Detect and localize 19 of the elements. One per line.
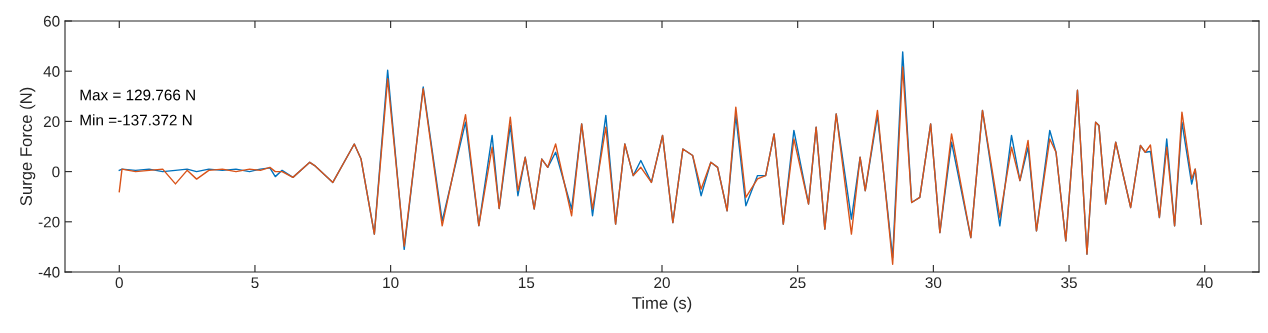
annotation: Max = 129.766 N: [80, 89, 195, 101]
y-tick-label: -40: [38, 266, 60, 278]
x-tick-label: 15: [518, 277, 535, 289]
x-tick-label: 25: [789, 277, 806, 289]
x-tick-label: 5: [251, 277, 259, 289]
x-tick-label: 30: [925, 277, 942, 289]
y-tick-label: 60: [43, 15, 60, 27]
annotation: Min =-137.372 N: [80, 114, 192, 126]
y-axis-title: Surge Force (N): [19, 87, 36, 206]
x-tick-label: 20: [654, 277, 670, 289]
y-tick-label: 0: [52, 166, 60, 178]
x-tick-label: 35: [1061, 277, 1077, 289]
x-tick-label: 0: [115, 277, 123, 289]
y-tick-label: 40: [43, 66, 60, 77]
y-tick-label: 20: [43, 116, 60, 128]
y-tick-label: -20: [38, 216, 60, 228]
x-tick-label: 10: [383, 277, 399, 289]
x-tick-label: 40: [1196, 277, 1213, 289]
x-axis-title: Time (s): [632, 296, 692, 313]
